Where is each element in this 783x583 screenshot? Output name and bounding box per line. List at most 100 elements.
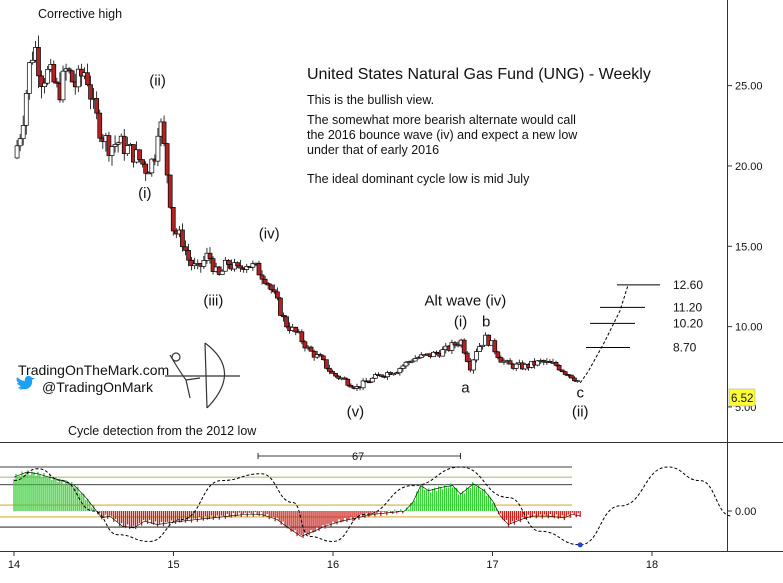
candle-down xyxy=(498,357,504,363)
cycle-span-label: 67 xyxy=(352,451,364,463)
note-2: The somewhat more bearish alternate woul… xyxy=(307,113,576,127)
candle-down xyxy=(308,346,314,352)
candle-down xyxy=(268,284,274,291)
target-levels: 12.60 11.20 10.20 8.70 xyxy=(586,278,703,354)
candle-up xyxy=(30,59,35,64)
candle-up xyxy=(20,125,26,140)
candle-down xyxy=(85,72,90,86)
x-axis-ticks: 14 15 16 17 18 xyxy=(8,551,658,571)
candle-down xyxy=(256,262,262,276)
candle-up xyxy=(480,344,485,347)
candle-down xyxy=(562,371,568,375)
candle-up xyxy=(115,142,121,145)
candle-down xyxy=(556,364,562,371)
candle-up xyxy=(112,143,118,147)
candle-down xyxy=(164,143,170,176)
watermark-site: TradingOnTheMark.com xyxy=(18,362,169,378)
candle-down xyxy=(317,354,323,357)
candle-up xyxy=(360,380,366,389)
candle-down xyxy=(434,351,439,354)
wave-label: Corrective high xyxy=(38,7,122,21)
candle-up xyxy=(455,344,461,347)
candle-up xyxy=(17,138,23,147)
oscillator-ticks: 0.00 xyxy=(727,506,756,518)
cycle-title: Cycle detection from the 2012 low xyxy=(68,424,257,438)
candle-up xyxy=(26,62,32,94)
candle-down xyxy=(342,377,348,380)
cycle-span-annotation: 67 xyxy=(257,451,462,463)
candle-down xyxy=(97,112,103,139)
candle-down xyxy=(302,341,308,349)
candle-up xyxy=(415,357,421,360)
candle-down xyxy=(271,289,277,293)
candle-down xyxy=(235,262,240,267)
candle-down xyxy=(216,266,222,275)
x-tick-label: 17 xyxy=(486,559,498,571)
candle-down xyxy=(275,291,280,299)
wave-label: b xyxy=(482,314,490,331)
candle-up xyxy=(403,361,409,367)
candle-up xyxy=(155,135,161,162)
candle-down xyxy=(336,375,341,379)
candle-down xyxy=(54,81,60,84)
candle-up xyxy=(369,377,375,383)
watermark-handle: @TradingOnMark xyxy=(42,379,154,395)
last-price-label: 6.52 xyxy=(731,393,753,405)
candle-down xyxy=(363,380,369,383)
candle-up xyxy=(575,380,580,382)
candle-up xyxy=(146,172,152,175)
candle-down xyxy=(569,374,574,379)
candle-down xyxy=(461,339,467,354)
candle-up xyxy=(422,354,427,356)
oscillator-reference-lines xyxy=(0,466,572,528)
candle-up xyxy=(244,266,250,270)
target-label: 12.60 xyxy=(673,278,703,292)
candle-down xyxy=(327,367,332,372)
candle-down xyxy=(106,135,112,156)
oscillator-histogram xyxy=(13,470,581,539)
candle-up xyxy=(477,346,482,352)
candle-up xyxy=(400,365,406,369)
candle-up xyxy=(219,270,225,275)
x-tick-label: 14 xyxy=(8,559,20,571)
candle-down xyxy=(66,68,72,72)
note-3: the 2016 bounce wave (iv) and expect a n… xyxy=(307,128,578,142)
wave-labels: Corrective high (ii) (i) (iv) (iii) (v) Alt wa… xyxy=(38,7,589,420)
candle-up xyxy=(75,68,81,88)
candle-up xyxy=(471,359,476,371)
target-label: 8.70 xyxy=(673,340,697,354)
candle-down xyxy=(94,98,100,114)
candle-down xyxy=(161,121,167,144)
candle-down xyxy=(183,246,188,251)
candle-up xyxy=(373,374,378,379)
candle-up xyxy=(440,349,446,357)
candle-down xyxy=(39,75,44,88)
note-5: The ideal dominant cycle low is mid July xyxy=(307,172,530,186)
candle-up xyxy=(23,93,29,126)
wave-label: (ii) xyxy=(149,73,166,90)
wave-label: (i) xyxy=(454,314,467,331)
wave-label: (iii) xyxy=(203,293,223,310)
candle-down xyxy=(333,373,338,377)
target-label: 10.20 xyxy=(673,316,703,330)
candle-down xyxy=(167,174,173,208)
price-tick-label: 10.00 xyxy=(735,322,763,334)
candle-up xyxy=(418,354,424,359)
candle-down xyxy=(36,47,41,77)
candle-down xyxy=(299,331,305,343)
candle-down xyxy=(507,360,513,365)
projection-path xyxy=(579,284,629,384)
candle-down xyxy=(492,340,498,353)
candle-up xyxy=(109,146,115,156)
candle-down xyxy=(486,334,492,346)
candle-up xyxy=(394,372,400,375)
price-tick-label: 20.00 xyxy=(735,161,763,173)
candle-down xyxy=(265,283,271,286)
candle-up xyxy=(222,259,228,272)
dominant-cycle-curve xyxy=(13,466,732,548)
oscillator-outline xyxy=(13,471,581,537)
candle-up xyxy=(535,360,541,366)
note-1: This is the bullish view. xyxy=(307,93,434,107)
price-tick-label: 15.00 xyxy=(735,241,763,253)
candle-down xyxy=(330,371,335,374)
